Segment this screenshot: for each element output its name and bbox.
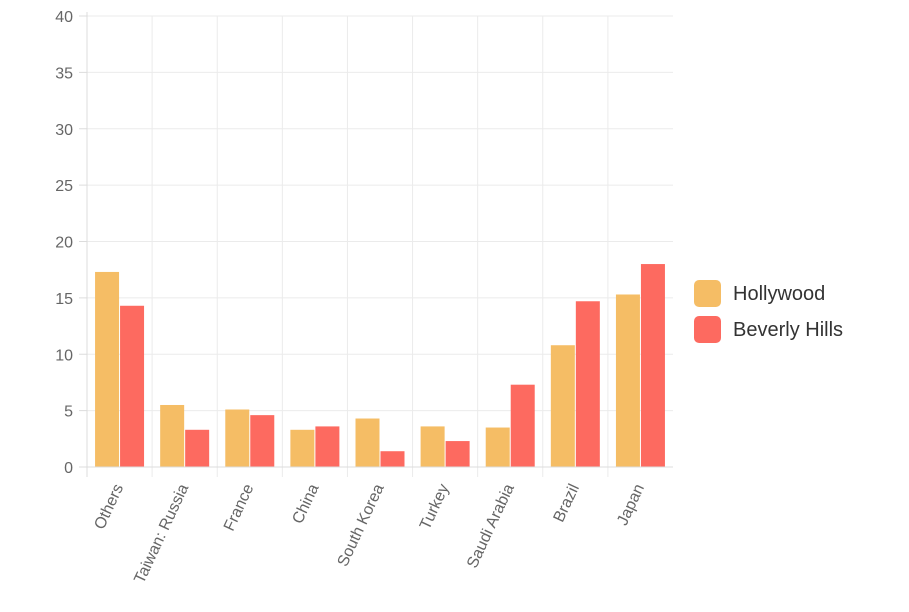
bar-hollywood[interactable] <box>160 404 185 467</box>
legend-swatch[interactable] <box>694 280 721 307</box>
x-tick-label: Taiwan: Russia <box>131 481 192 586</box>
chart-legend: Hollywood Beverly Hills <box>694 280 843 343</box>
y-tick-label: 0 <box>64 460 73 477</box>
bar-hollywood[interactable] <box>550 345 575 467</box>
y-tick-label: 20 <box>55 235 73 252</box>
bar-beverly-hills[interactable] <box>510 384 535 467</box>
legend-swatch[interactable] <box>694 316 721 343</box>
y-tick-label: 40 <box>55 9 73 26</box>
bar-beverly-hills[interactable] <box>640 264 665 467</box>
bar-hollywood[interactable] <box>95 271 120 467</box>
x-tick-label: Others <box>91 482 127 533</box>
y-tick-label: 5 <box>64 404 73 421</box>
y-axis-ticks: 0 5 10 15 20 25 30 35 40 <box>55 9 73 477</box>
x-axis-ticks: Others Taiwan: Russia France China South Kor… <box>91 481 648 586</box>
bar-beverly-hills[interactable] <box>315 426 340 467</box>
legend-label[interactable]: Beverly Hills <box>733 319 843 341</box>
chart-grid <box>87 15 673 477</box>
y-tick-label: 15 <box>55 291 73 308</box>
y-tick-label: 25 <box>55 178 73 195</box>
bar-hollywood[interactable] <box>485 427 510 467</box>
legend-label[interactable]: Hollywood <box>733 283 825 305</box>
bar-hollywood[interactable] <box>290 429 315 467</box>
chart-bars <box>95 264 665 467</box>
x-tick-label: France <box>221 481 257 533</box>
x-tick-label: Brazil <box>551 482 583 525</box>
chart-axes <box>79 12 673 477</box>
bar-hollywood[interactable] <box>615 294 640 467</box>
y-tick-label: 35 <box>55 65 73 82</box>
bar-beverly-hills[interactable] <box>380 451 405 467</box>
bar-beverly-hills[interactable] <box>575 301 600 467</box>
bar-beverly-hills[interactable] <box>445 441 470 467</box>
y-tick-label: 30 <box>55 122 73 139</box>
bar-beverly-hills[interactable] <box>185 429 210 467</box>
x-tick-label: Saudi Arabia <box>464 481 518 571</box>
bar-hollywood[interactable] <box>420 426 445 467</box>
y-tick-label: 10 <box>55 347 73 364</box>
x-tick-label: South Korea <box>335 481 388 569</box>
bar-hollywood[interactable] <box>225 409 250 467</box>
x-tick-label: China <box>289 481 322 526</box>
bar-beverly-hills[interactable] <box>120 305 145 467</box>
bar-beverly-hills[interactable] <box>250 415 275 467</box>
x-tick-label: Japan <box>614 482 648 529</box>
x-tick-label: Turkey <box>417 482 453 533</box>
bar-hollywood[interactable] <box>355 418 380 467</box>
